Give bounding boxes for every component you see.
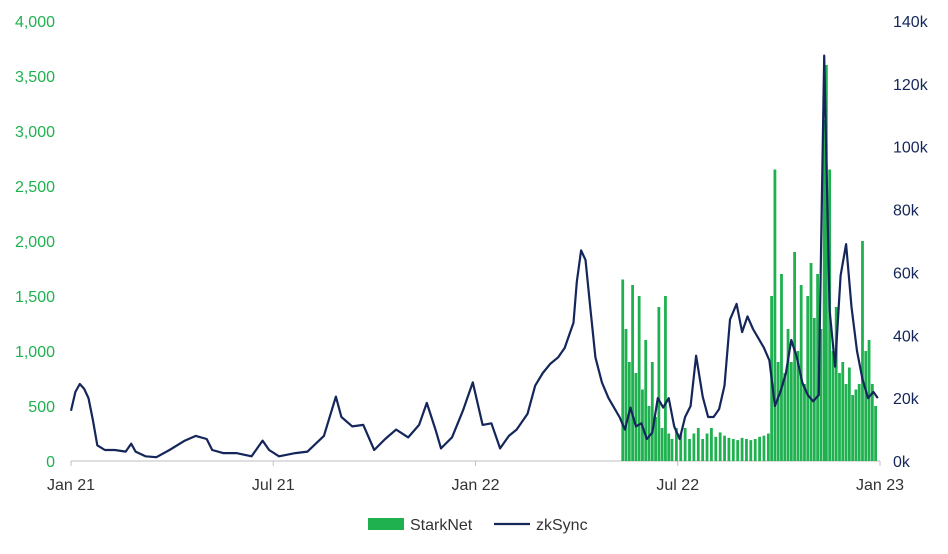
x-tick-label: Jan 21: [47, 477, 95, 494]
starknet-bar: [679, 433, 683, 461]
legend-label-starknet: StarkNet: [410, 517, 473, 534]
starknet-bar: [834, 307, 838, 461]
starknet-bar: [705, 433, 709, 461]
starknet-bar: [766, 433, 770, 461]
starknet-bar: [822, 120, 826, 461]
starknet-bar: [776, 362, 780, 461]
starknet-bar: [731, 439, 735, 461]
starknet-bar: [740, 437, 744, 461]
legend: StarkNet zkSync: [368, 517, 588, 534]
x-tick-label: Jul 22: [656, 477, 699, 494]
starknet-bar: [688, 439, 691, 461]
y-right-tick-label: 0k: [893, 454, 911, 471]
starknet-bar: [783, 373, 787, 461]
y-left-tick-label: 3,500: [15, 69, 55, 86]
starknet-bar: [714, 436, 718, 461]
left-axis: 0 500 1,000 1,500 2,000 2,500 3,000 3,500 4,000: [15, 14, 55, 471]
starknet-bar: [650, 362, 654, 461]
starknet-bar: [806, 296, 810, 461]
starknet-bar: [654, 417, 657, 461]
x-tick-label: Jul 21: [252, 477, 295, 494]
legend-swatch-starknet: [368, 518, 404, 530]
starknet-bar: [816, 274, 820, 461]
starknet-bar: [683, 428, 687, 461]
starknet-bar: [727, 437, 731, 461]
starknet-bar: [701, 439, 705, 461]
starknet-bar: [718, 432, 722, 461]
starknet-bar: [793, 252, 797, 461]
starknet-bar: [696, 428, 700, 461]
y-right-tick-label: 140k: [893, 14, 929, 31]
y-left-tick-label: 3,000: [15, 124, 55, 141]
starknet-bar: [670, 439, 674, 461]
starknet-bar: [854, 389, 858, 461]
starknet-bar: [647, 406, 651, 461]
y-right-tick-label: 20k: [893, 391, 920, 408]
starknet-bar: [870, 384, 874, 461]
starknet-bar: [838, 373, 841, 461]
starknet-bar: [762, 435, 766, 461]
starknet-bar: [637, 296, 641, 461]
starknet-bar: [758, 436, 761, 461]
starknet-bar: [660, 428, 664, 461]
starknet-bar: [831, 351, 835, 461]
starknet-bar: [657, 307, 661, 461]
starknet-bar: [634, 373, 638, 461]
x-tick-label: Jan 23: [856, 477, 904, 494]
starknet-bar: [803, 384, 806, 461]
starknet-bar: [844, 384, 848, 461]
starknet-bar: [874, 406, 878, 461]
y-right-tick-label: 60k: [893, 265, 920, 282]
starknet-bar: [644, 340, 648, 461]
y-left-tick-label: 1,000: [15, 344, 55, 361]
zksync-line: [69, 54, 879, 459]
starknet-bar: [621, 279, 625, 461]
starknet-bar: [773, 169, 777, 461]
starknet-bar: [864, 351, 868, 461]
starknet-bar: [796, 351, 800, 461]
starknet-bar: [789, 362, 793, 461]
starknet-bar: [723, 435, 726, 461]
starknet-bar: [624, 329, 628, 461]
y-right-tick-label: 120k: [893, 77, 929, 94]
starknet-bar: [824, 65, 828, 461]
starknet-bar: [819, 329, 823, 461]
starknet-bar: [753, 439, 757, 461]
y-left-tick-label: 1,500: [15, 289, 55, 306]
y-right-tick-label: 100k: [893, 140, 929, 157]
starknet-bar: [631, 285, 634, 461]
starknet-bar: [786, 329, 790, 461]
y-right-tick-label: 40k: [893, 328, 920, 345]
y-left-tick-label: 500: [28, 399, 55, 416]
starknet-bar: [667, 433, 671, 461]
starknet-bar: [809, 263, 813, 461]
starknet-bar: [867, 340, 871, 461]
y-left-tick-label: 2,500: [15, 179, 55, 196]
starknet-bar: [674, 428, 678, 461]
x-axis: Jan 21 Jul 21 Jan 22 Jul 22 Jan 23: [47, 460, 904, 494]
starknet-bar: [692, 433, 696, 461]
y-left-tick-label: 4,000: [15, 14, 55, 31]
right-axis: 0k 20k 40k 60k 80k 100k 120k 140k: [893, 14, 929, 471]
y-left-tick-label: 2,000: [15, 234, 55, 251]
starknet-bar: [861, 241, 864, 461]
starknet-bar: [812, 318, 816, 461]
starknet-bar: [851, 395, 855, 461]
starknet-bar: [710, 428, 713, 461]
starknet-bar: [780, 274, 783, 461]
starknet-bar: [664, 296, 667, 461]
y-left-tick-label: 0: [46, 454, 55, 471]
y-right-tick-label: 80k: [893, 203, 920, 220]
starknet-bar: [857, 384, 861, 461]
legend-label-zksync: zkSync: [536, 517, 588, 534]
starknet-bar: [736, 440, 740, 461]
starknet-bar: [745, 439, 748, 461]
x-tick-label: Jan 22: [451, 477, 499, 494]
starknet-bar: [841, 362, 845, 461]
starknet-bar: [847, 367, 851, 461]
starknet-bar: [749, 440, 753, 461]
